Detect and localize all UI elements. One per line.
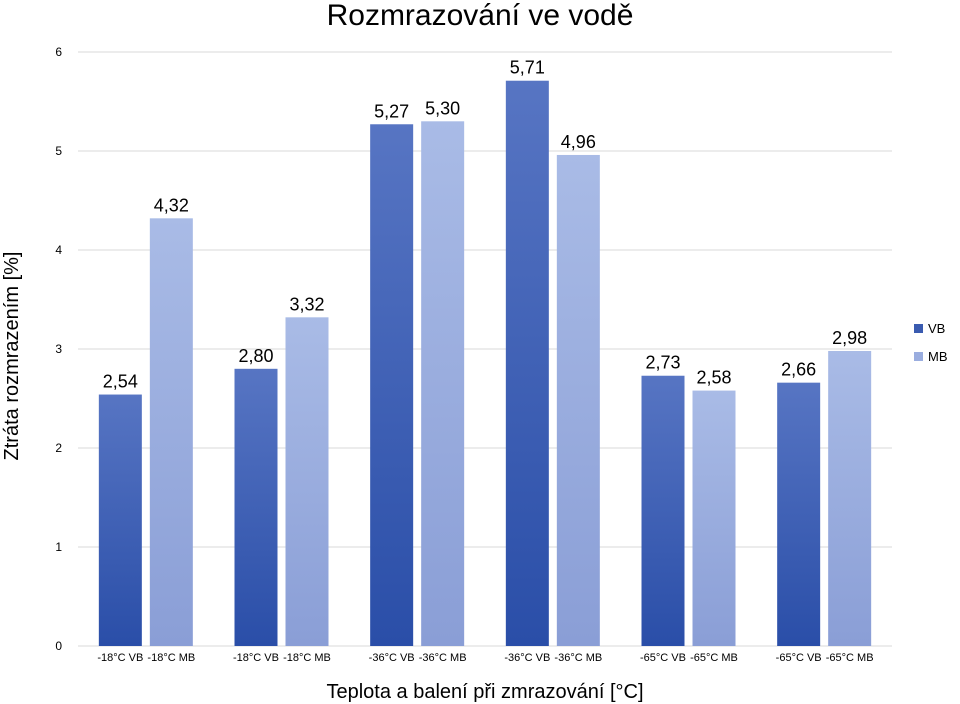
bar-mb (692, 390, 736, 646)
x-tick-label: -36°C VB (369, 652, 415, 664)
y-tick-label: 0 (55, 639, 62, 653)
y-tick-label: 3 (55, 342, 62, 356)
bar-value-label: 5,27 (374, 101, 409, 121)
x-tick-label: -18°C VB (233, 652, 279, 664)
bar-value-label: 5,30 (425, 98, 460, 118)
bar-value-label: 5,71 (510, 58, 545, 78)
x-tick-label: -65°C VB (640, 652, 686, 664)
chart-title: Rozmrazování ve vodě (327, 0, 634, 32)
legend-label: MB (928, 349, 948, 364)
bar-mb (556, 154, 600, 646)
bar-vb (641, 375, 685, 646)
bar-mb (828, 350, 872, 646)
bar-mb (421, 121, 465, 647)
y-tick-label: 4 (55, 243, 62, 257)
bar-value-label: 2,98 (832, 328, 867, 348)
legend-swatch-mb (914, 352, 923, 361)
x-tick-label: -36°C VB (504, 652, 550, 664)
x-tick-label: -18°C VB (97, 652, 143, 664)
bar-mb (149, 218, 193, 646)
legend-swatch-vb (914, 324, 923, 333)
bar-value-label: 3,32 (289, 294, 324, 314)
y-axis-tick-labels: 0 1 2 3 4 5 6 (55, 45, 62, 653)
x-tick-label: -65°C VB (776, 652, 822, 664)
bar-value-label: 2,54 (103, 372, 138, 392)
y-tick-label: 2 (55, 441, 62, 455)
bar-value-label: 2,80 (238, 346, 273, 366)
bar-value-label: 4,32 (154, 195, 189, 215)
bar-value-label: 2,73 (645, 353, 680, 373)
bar-mb (285, 317, 329, 646)
y-tick-label: 6 (55, 45, 62, 59)
bar-vb (370, 124, 414, 646)
value-labels: 2,54 4,32 2,80 3,32 5,27 5,30 5,71 4,96 2,73 2,58… (103, 58, 867, 392)
y-tick-label: 1 (55, 540, 62, 554)
bar-value-label: 2,66 (781, 360, 816, 380)
gridlines (78, 51, 892, 647)
legend: VB MB (914, 321, 948, 364)
bar-value-label: 2,58 (696, 368, 731, 388)
bar-vb (505, 80, 549, 646)
y-tick-label: 5 (55, 144, 62, 158)
x-axis-tick-labels: -18°C VB -18°C MB -18°C VB -18°C MB -36°C VB… (97, 652, 873, 664)
legend-label: VB (928, 321, 945, 336)
bars (98, 80, 872, 647)
x-tick-label: -36°C MB (554, 652, 602, 664)
bar-vb (98, 394, 142, 646)
bar-value-label: 4,96 (561, 132, 596, 152)
x-tick-label: -65°C MB (690, 652, 738, 664)
bar-vb (234, 368, 278, 646)
x-tick-label: -65°C MB (826, 652, 874, 664)
x-tick-label: -18°C MB (147, 652, 195, 664)
y-axis-label: Ztráta rozmrazením [%] (1, 252, 23, 461)
bar-vb (777, 382, 821, 646)
x-tick-label: -36°C MB (419, 652, 467, 664)
x-tick-label: -18°C MB (283, 652, 331, 664)
x-axis-label: Teplota a balení při zmrazování [°C] (326, 681, 643, 703)
